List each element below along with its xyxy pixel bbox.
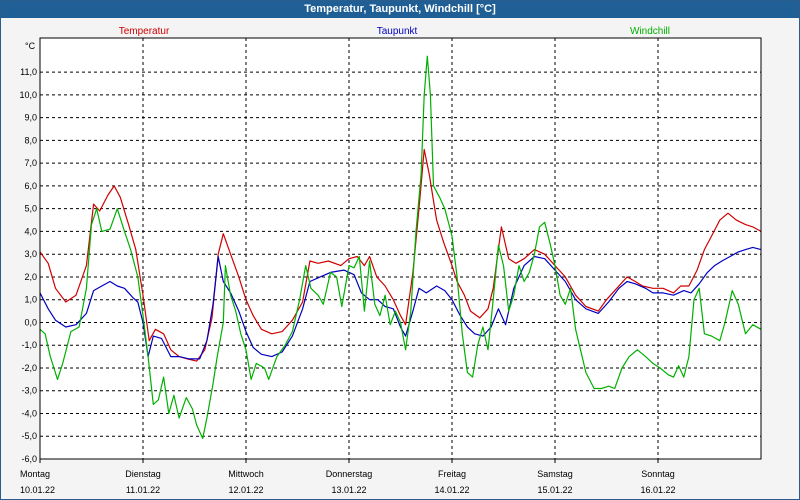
y-tick-label: -1,0: [21, 340, 37, 350]
legend-windchill: Windchill: [630, 26, 670, 37]
y-tick-label: -5,0: [21, 431, 37, 441]
series-line-windchill: [39, 55, 762, 440]
x-tick-day: Sonntag: [641, 469, 675, 479]
legend-temperatur: Temperatur: [119, 26, 170, 37]
chart-title: Temperatur, Taupunkt, Windchill [°C]: [1, 1, 799, 18]
y-tick-label: 10,0: [19, 90, 37, 100]
x-axis: Montag 10.01.22 Dienstag 11.01.22 Mittwoch 12…: [20, 459, 676, 495]
plot-border: [39, 37, 762, 460]
x-tick-date: 12.01.22: [228, 485, 263, 495]
y-tick-label: 1,0: [24, 295, 37, 305]
x-tick-day: Dienstag: [125, 469, 161, 479]
grid-lines: [40, 38, 761, 459]
plot-area: [40, 38, 761, 459]
y-tick-label: -4,0: [21, 408, 37, 418]
x-tick-date: 14.01.22: [434, 485, 469, 495]
y-tick-label: -3,0: [21, 386, 37, 396]
x-tick-date: 16.01.22: [640, 485, 675, 495]
y-tick-label: 11,0: [20, 67, 37, 77]
legend-taupunkt: Taupunkt: [377, 26, 418, 37]
y-tick-label: 8,0: [24, 135, 37, 145]
y-axis-label: °C: [25, 41, 36, 51]
y-tick-label: -2,0: [21, 363, 37, 373]
y-tick-label: 2,0: [24, 272, 37, 282]
x-tick-date: 10.01.22: [20, 485, 55, 495]
x-tick-day: Montag: [20, 469, 50, 479]
series-layer: [39, 55, 762, 440]
legend: Temperatur Taupunkt Windchill: [119, 26, 670, 37]
y-axis: -6,0 -5,0 -4,0 -3,0 -2,0 -1,0 0,0 1,0 2,0 3,0 4,0 5…: [19, 67, 37, 464]
x-tick-day: Donnerstag: [326, 469, 373, 479]
x-tick-day: Samstag: [537, 469, 573, 479]
y-tick-label: 0,0: [24, 317, 37, 327]
series-line-temperatur: [39, 148, 762, 362]
x-tick-date: 11.01.22: [126, 485, 160, 495]
y-tick-label: 5,0: [24, 204, 37, 214]
series-line-taupunkt: [39, 246, 762, 360]
x-tick-date: 13.01.22: [331, 485, 366, 495]
x-tick-day: Freitag: [438, 469, 466, 479]
y-tick-label: 3,0: [24, 249, 37, 259]
y-tick-label: 9,0: [24, 113, 37, 123]
x-tick-date: 15.01.22: [537, 485, 572, 495]
y-tick-label: 6,0: [24, 181, 37, 191]
x-tick-day: Mittwoch: [228, 469, 264, 479]
y-tick-label: -6,0: [21, 454, 37, 464]
y-tick-label: 7,0: [24, 158, 37, 168]
y-tick-label: 4,0: [24, 226, 37, 236]
